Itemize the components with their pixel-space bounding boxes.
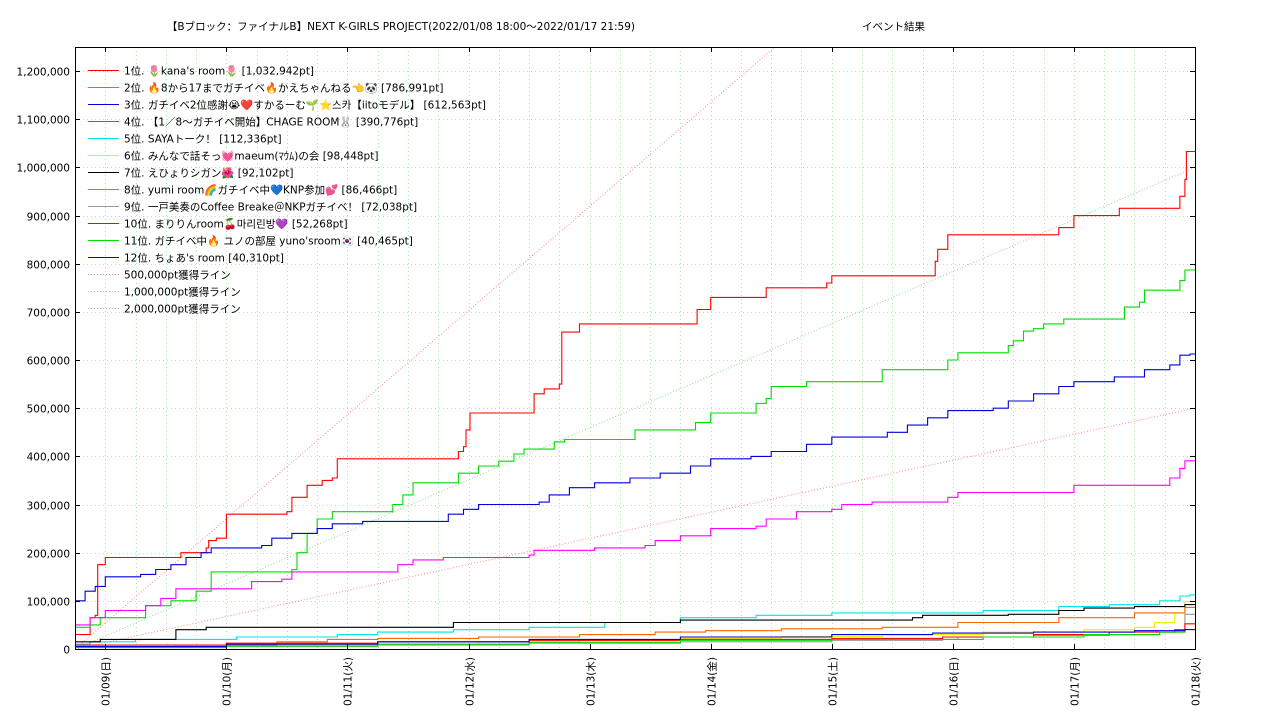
legend-label: 11位. ガチイベ中🔥 ユノの部屋 yuno'sroom🇰🇷 [40,465pt…: [124, 235, 413, 248]
reference-line: [74, 46, 776, 650]
y-tick-label: 100,000: [27, 597, 70, 609]
x-tick-label: 01/10(月): [222, 657, 234, 706]
x-axis: 01/09(日) 01/10(月) 01/11(火) 01/12(水) 01/13(木)…: [101, 47, 1203, 706]
legend-label: 12位. ちょあ's room [40,310pt]: [124, 252, 284, 265]
x-tick-label: 01/18(火): [1191, 657, 1203, 706]
series-line: [75, 628, 1195, 649]
y-tick-label: 600,000: [27, 356, 70, 368]
reference-line: [74, 166, 1196, 650]
legend-label: 8位. yumi room🌈ガチイベ中💙KNP参加💕 [86,466pt]: [124, 184, 397, 197]
y-tick-label: 800,000: [27, 260, 70, 272]
legend-label: 7位. えひょりシガン🌺 [92,102pt]: [124, 167, 293, 180]
y-tick-label: 1,200,000: [17, 67, 70, 79]
reference-lines: [74, 46, 1196, 650]
legend-label: 5位. SAYAトーク！ [112,336pt]: [124, 133, 282, 146]
plot-frame: [75, 47, 1196, 650]
series-line: [75, 629, 1195, 648]
chart-title: 【Bブロック：ファイナルB】NEXT K-GIRLS PROJECT(2022/…: [167, 20, 635, 33]
x-tick-label: 01/13(木): [586, 657, 598, 706]
legend-label: 10位. まりりんroom🍒마리린방💜 [52,268pt]: [124, 218, 348, 231]
y-tick-label: 700,000: [27, 308, 70, 320]
legend-label: 2,000,000pt獲得ライン: [124, 303, 241, 316]
series-line: [75, 604, 1195, 643]
y-tick-label: 500,000: [27, 404, 70, 416]
series-line: [75, 269, 1195, 628]
y-tick-label: 900,000: [27, 212, 70, 224]
legend: 1位. 🌷kana's room🌷 [1,032,942pt] 2位. 🔥8から1…: [88, 65, 486, 316]
y-tick-label: 400,000: [27, 452, 70, 464]
legend-label: 1位. 🌷kana's room🌷 [1,032,942pt]: [124, 65, 314, 78]
series-line: [75, 606, 1195, 648]
y-tick-label: 0: [63, 645, 70, 657]
chart-subtitle: イベント結果: [862, 20, 925, 33]
x-tick-label: 01/12(水): [465, 657, 477, 706]
y-tick-label: 300,000: [27, 501, 70, 513]
x-tick-label: 01/16(日): [949, 657, 961, 706]
legend-label: 9位. 一戸美奏のCoffee Breake＠NKPガチイベ！ [72,038p…: [124, 201, 417, 214]
series-line: [75, 353, 1195, 602]
y-tick-label: 1,000,000: [17, 163, 70, 175]
series-line: [75, 460, 1195, 626]
series-line: [75, 594, 1195, 645]
legend-label: 4位. 【1／8〜ガチイベ開始】CHAGE ROOM🐰 [390,776pt]: [124, 116, 418, 129]
y-tick-label: 200,000: [27, 549, 70, 561]
y-tick-label: 1,100,000: [17, 115, 70, 127]
legend-label: 500,000pt獲得ライン: [124, 269, 231, 282]
legend-label: 2位. 🔥8から17までガチイベ🔥かえちゃんねる👈🐼 [786,991pt]: [124, 82, 443, 95]
x-tick-label: 01/09(日): [101, 657, 113, 706]
series-lines: [75, 150, 1195, 649]
x-tick-label: 01/14(金): [706, 657, 719, 706]
legend-label: 3位. ガチイベ2位感謝😭❤️すかるーむ🌱⭐스카【iitoモデル】 [612,5…: [124, 99, 486, 112]
legend-label: 1,000,000pt獲得ライン: [124, 286, 241, 299]
x-tick-label: 01/17(月): [1070, 657, 1082, 706]
legend-label: 6位. みんなで話そっ💓maeum(ﾏｳﾑ)の会 [98,448pt]: [124, 150, 378, 163]
reference-line: [74, 407, 1196, 650]
x-tick-label: 01/15(土): [827, 657, 840, 706]
x-tick-label: 01/11(火): [343, 657, 355, 706]
y-axis: 0 100,000 200,000 300,000 400,000 500,000 600,…: [17, 67, 1195, 657]
series-line: [75, 150, 1195, 636]
